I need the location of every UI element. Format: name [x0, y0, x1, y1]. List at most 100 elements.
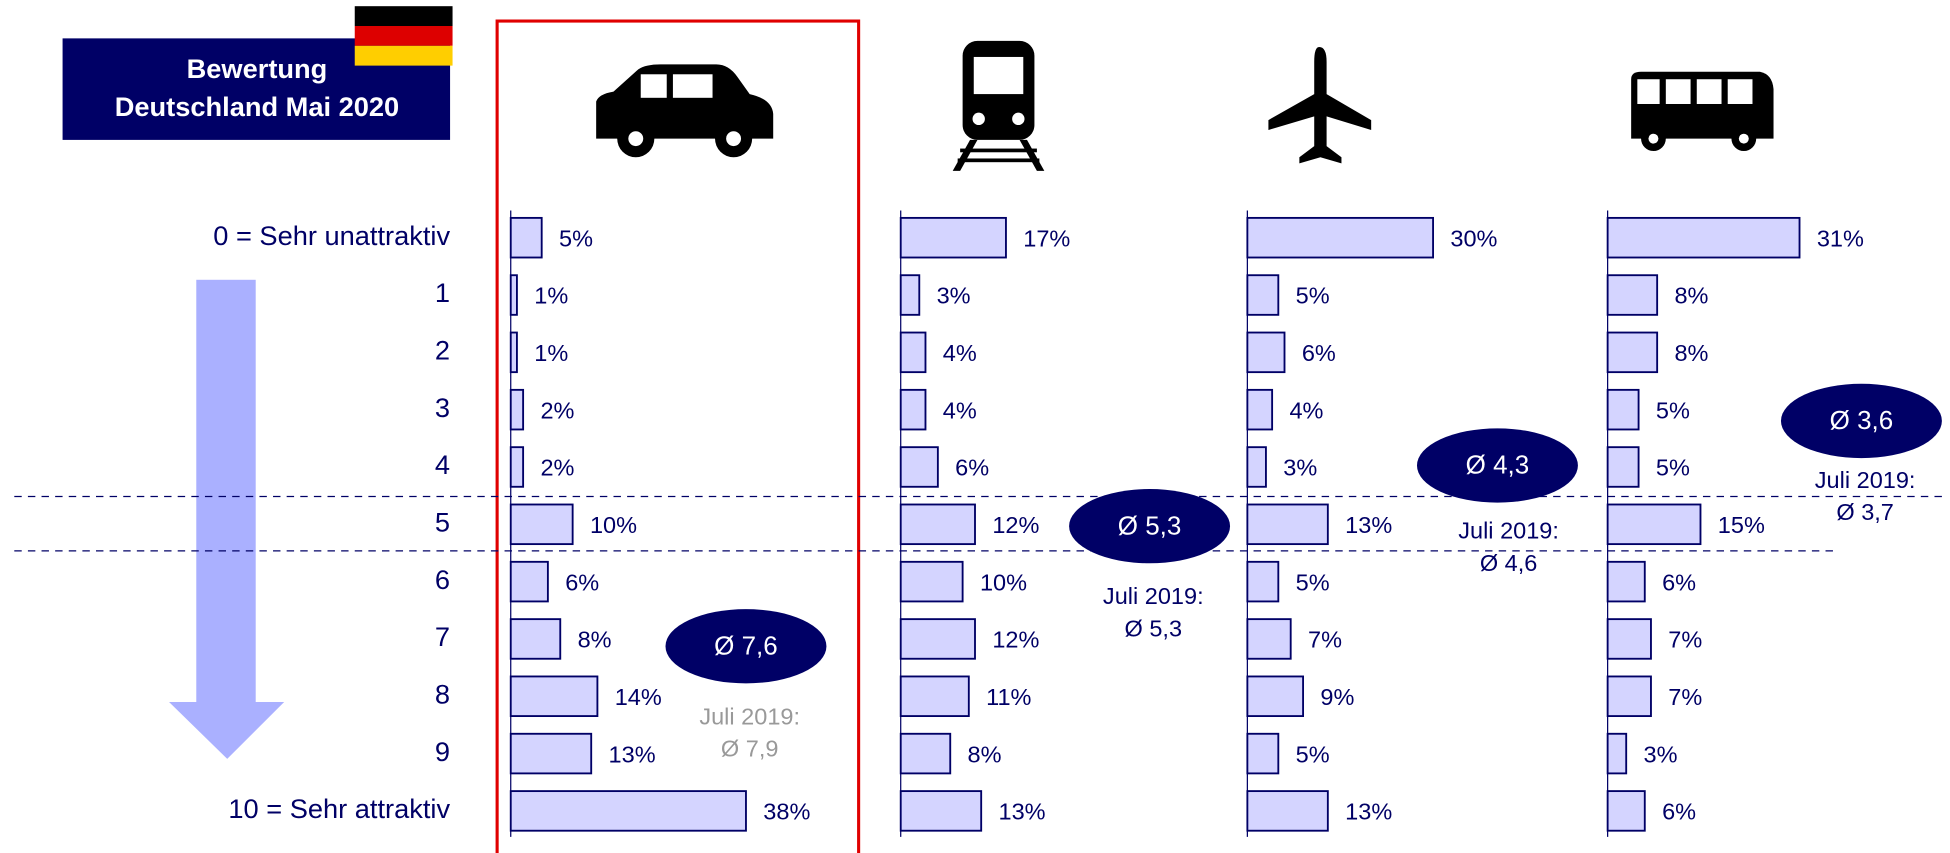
bar	[1606, 560, 1646, 603]
plane-icon	[1268, 47, 1372, 164]
annotation: Ø 7,9	[721, 735, 779, 761]
bar	[1246, 560, 1280, 603]
value-label: 6%	[1662, 799, 1696, 825]
average-label: Ø 4,3	[1466, 450, 1530, 480]
bar	[509, 331, 518, 374]
value-label: 8%	[1674, 283, 1708, 309]
category-label: 6	[435, 564, 450, 595]
value-label: 13%	[1345, 512, 1392, 538]
average-label: Ø 7,6	[714, 630, 778, 660]
bar	[1246, 503, 1329, 546]
value-label: 2%	[540, 455, 574, 481]
bar	[509, 790, 747, 832]
value-label: 38%	[763, 799, 810, 825]
value-label: 5%	[1296, 283, 1330, 309]
category-label: 7	[435, 621, 450, 652]
bar	[1246, 388, 1274, 431]
value-label: 6%	[1302, 340, 1336, 366]
annotation: Ø 5,3	[1125, 615, 1183, 641]
annotation: Ø 3,7	[1836, 499, 1894, 525]
bar	[509, 618, 562, 660]
average-bubble	[1416, 428, 1578, 503]
annotation: Juli 2019:	[1458, 518, 1559, 544]
bar	[1606, 446, 1640, 488]
value-label: 13%	[609, 741, 656, 767]
bar	[1606, 274, 1659, 316]
value-label: 5%	[1656, 397, 1690, 423]
bar	[1606, 790, 1646, 832]
value-label: 2%	[540, 397, 574, 423]
bar	[899, 560, 964, 603]
bar	[509, 503, 574, 546]
car-icon	[596, 64, 774, 158]
bar	[899, 331, 927, 374]
bar	[509, 560, 549, 603]
annotation: Juli 2019:	[699, 703, 800, 729]
average-label: Ø 5,3	[1118, 510, 1182, 540]
value-label: 13%	[1345, 799, 1392, 825]
bar	[509, 732, 593, 775]
category-label: 5	[435, 506, 450, 537]
value-label: 10%	[590, 512, 637, 538]
bar	[509, 274, 518, 316]
bar	[899, 503, 976, 546]
category-label: 3	[435, 392, 450, 423]
value-label: 8%	[968, 741, 1002, 767]
category-label: 4	[435, 449, 450, 480]
value-label: 8%	[1674, 340, 1708, 366]
bar	[1246, 675, 1305, 718]
bar	[1606, 331, 1659, 374]
value-label: 1%	[534, 283, 568, 309]
train-icon	[952, 40, 1045, 171]
bar	[899, 216, 1007, 259]
bar	[509, 216, 543, 259]
value-label: 3%	[1644, 741, 1678, 767]
bar	[1606, 388, 1640, 431]
bar	[899, 446, 939, 488]
bar	[1606, 675, 1652, 718]
value-label: 5%	[1296, 741, 1330, 767]
value-label: 9%	[1320, 684, 1354, 710]
bar	[1246, 790, 1329, 832]
category-label: 0 = Sehr unattraktiv	[213, 220, 450, 251]
title: Deutschland Mai 2020	[115, 91, 399, 122]
title: Bewertung	[187, 53, 328, 84]
bar	[509, 446, 525, 488]
arrow	[169, 279, 285, 759]
bar	[899, 790, 983, 832]
value-label: 5%	[559, 225, 593, 251]
category-label: 2	[435, 335, 450, 366]
value-label: 7%	[1308, 627, 1342, 653]
bar	[899, 732, 952, 775]
value-label: 6%	[1662, 569, 1696, 595]
value-label: 17%	[1023, 225, 1070, 251]
bar	[1246, 732, 1280, 775]
bar	[1246, 331, 1286, 374]
value-label: 30%	[1450, 225, 1497, 251]
annotation: Juli 2019:	[1815, 467, 1916, 493]
average-bubble	[1780, 383, 1942, 459]
bar	[1246, 446, 1267, 488]
bar	[899, 618, 976, 660]
average-bubble	[1069, 489, 1231, 564]
average-label: Ø 3,6	[1830, 405, 1894, 435]
bar	[1606, 216, 1801, 259]
category-label: 8	[435, 678, 450, 709]
value-label: 4%	[943, 397, 977, 423]
value-label: 4%	[943, 340, 977, 366]
bar	[1246, 274, 1280, 316]
value-label: 14%	[615, 684, 662, 710]
highlight-box	[495, 19, 861, 853]
bar	[509, 675, 599, 718]
value-label: 15%	[1718, 512, 1765, 538]
value-label: 6%	[565, 569, 599, 595]
bar	[1606, 732, 1628, 775]
bar	[1246, 216, 1434, 259]
bar	[899, 675, 970, 718]
bar	[1606, 503, 1702, 546]
value-label: 4%	[1289, 397, 1323, 423]
flag	[354, 6, 453, 66]
value-label: 11%	[986, 684, 1031, 710]
value-label: 10%	[980, 569, 1027, 595]
